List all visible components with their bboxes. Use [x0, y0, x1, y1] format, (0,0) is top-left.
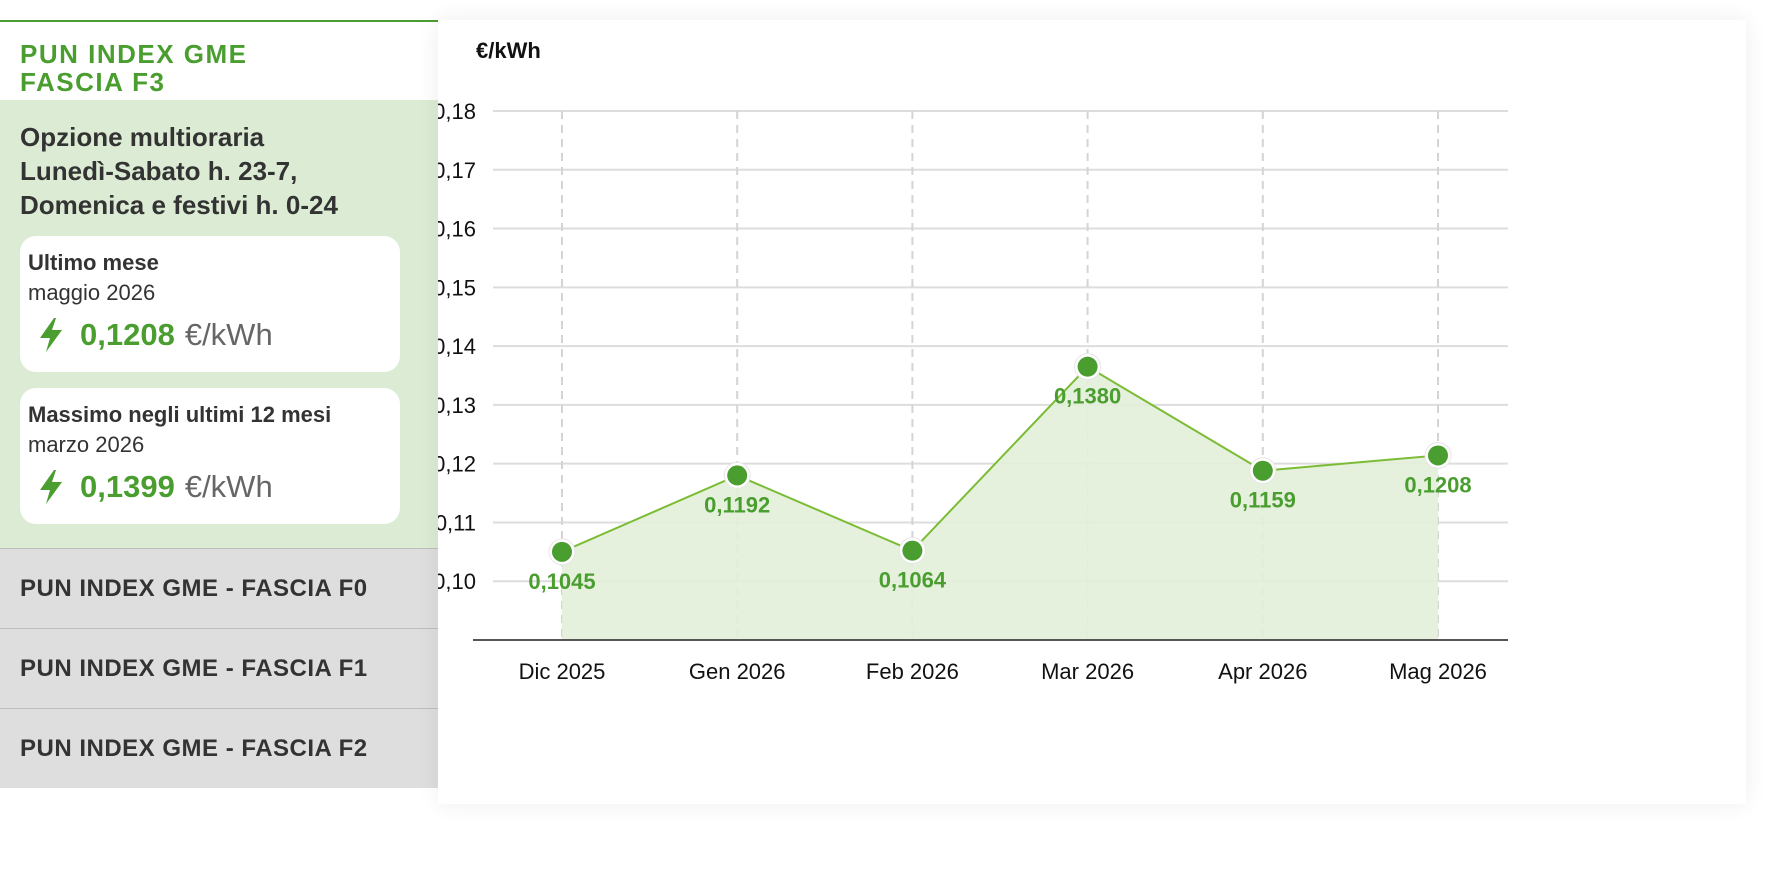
- active-tab-header[interactable]: PUN INDEX GME FASCIA F3: [0, 20, 438, 100]
- last-month-value: 0,1208: [80, 317, 175, 352]
- y-axis-unit-label: €/kWh: [476, 38, 541, 63]
- tab-fascia-f1[interactable]: PUN INDEX GME - FASCIA F1: [0, 628, 438, 708]
- y-tick-label: 0,11: [438, 510, 476, 535]
- x-tick-label: Mag 2026: [1389, 659, 1487, 684]
- y-tick-label: 0,18: [438, 99, 476, 124]
- y-tick-label: 0,15: [438, 275, 476, 300]
- x-tick-label: Gen 2026: [689, 659, 786, 684]
- data-point: [1077, 356, 1098, 377]
- data-label: 0,1380: [1054, 384, 1121, 409]
- x-tick-label: Feb 2026: [866, 659, 959, 684]
- chart-panel: €/kWh 0,1045 0,1192 0,1064 0,1380 0,1159 0,12…: [438, 20, 1746, 804]
- data-point: [1252, 460, 1273, 481]
- x-tick-label: Dic 2025: [519, 659, 606, 684]
- last-month-card: Ultimo mese maggio 2026 0,1208 €/kWh: [20, 236, 400, 372]
- data-label: 0,1159: [1230, 488, 1296, 513]
- price-chart: €/kWh 0,1045 0,1192 0,1064 0,1380 0,1159 0,12…: [438, 38, 1508, 684]
- y-tick-label: 0,14: [438, 334, 476, 359]
- last-month-title: Ultimo mese: [28, 250, 159, 275]
- max-12-months-value: 0,1399: [80, 469, 175, 504]
- tab-fascia-f2[interactable]: PUN INDEX GME - FASCIA F2: [0, 708, 438, 788]
- series-area: [562, 366, 1438, 640]
- active-tab-panel: Opzione multioraria Lunedì-Sabato h. 23-…: [0, 100, 438, 548]
- data-label: 0,1192: [704, 492, 770, 517]
- data-point: [902, 540, 923, 561]
- sidebar: PUN INDEX GME FASCIA F3 Opzione multiora…: [0, 20, 438, 788]
- fascia-description: Opzione multioraria Lunedì-Sabato h. 23-…: [20, 122, 338, 220]
- max-12-months-title: Massimo negli ultimi 12 mesi: [28, 402, 332, 427]
- lightning-bolt-icon: [40, 470, 62, 504]
- tab-fascia-f0[interactable]: PUN INDEX GME - FASCIA F0: [0, 548, 438, 628]
- max-12-months-period: marzo 2026: [28, 432, 145, 457]
- x-tick-label: Mar 2026: [1041, 659, 1134, 684]
- data-point: [552, 541, 572, 562]
- y-tick-label: 0,12: [438, 452, 476, 477]
- data-point: [1428, 445, 1448, 466]
- series-line: [561, 365, 1439, 553]
- x-tick-label: Apr 2026: [1218, 659, 1307, 684]
- y-tick-label: 0,16: [438, 217, 476, 242]
- data-label: 0,1045: [528, 569, 595, 594]
- max-12-months-unit: €/kWh: [184, 469, 273, 504]
- data-label: 0,1208: [1404, 472, 1471, 497]
- max-12-months-card: Massimo negli ultimi 12 mesi marzo 2026 …: [20, 388, 400, 524]
- y-tick-label: 0,17: [438, 158, 476, 183]
- lightning-bolt-icon: [40, 318, 62, 352]
- active-tab-title: PUN INDEX GME FASCIA F3: [20, 39, 248, 97]
- y-tick-label: 0,10: [438, 569, 476, 594]
- last-month-period: maggio 2026: [28, 280, 156, 305]
- y-tick-label: 0,13: [438, 393, 476, 418]
- last-month-unit: €/kWh: [184, 317, 273, 352]
- data-label: 0,1064: [879, 568, 947, 593]
- data-point: [727, 465, 748, 486]
